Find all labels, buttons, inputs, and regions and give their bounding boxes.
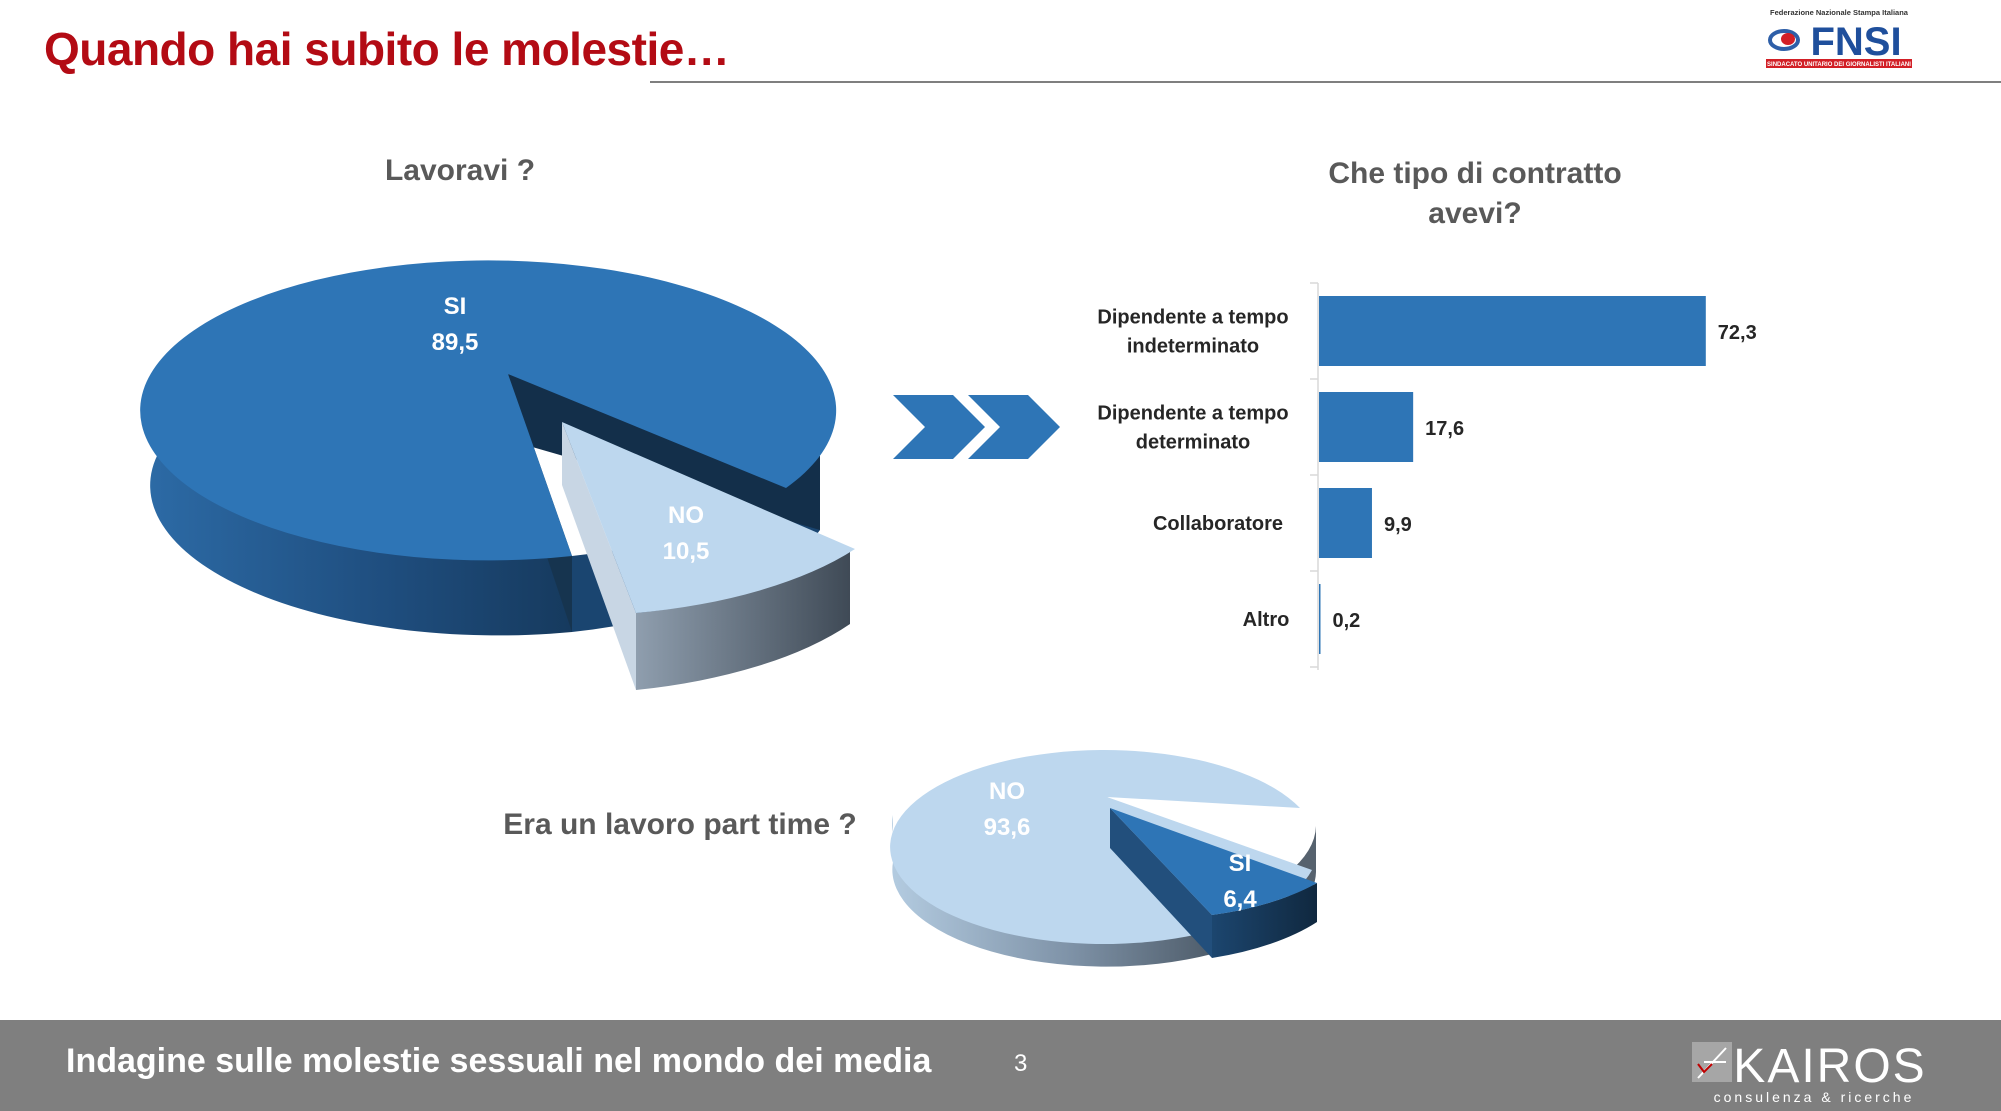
charts-canvas: Dipendente a tempo indeterminato Dipendent…	[140, 260, 1757, 967]
pie2-si-value: 6,4	[1223, 886, 1257, 913]
bar-value-label-3: 9,9	[1384, 514, 1412, 536]
bar-category-label-3: Collaboratore	[1153, 513, 1283, 535]
pie1-no-label: NO	[668, 502, 704, 529]
fnsi-logo-name: FNSI	[1810, 20, 1901, 64]
footer-bar: Indagine sulle molestie sessuali nel mon…	[0, 1020, 2001, 1111]
arrow-chevrons-icon	[893, 395, 1060, 459]
fnsi-logo-line2: SINDACATO UNITARIO DEI GIORNALISTI ITALI…	[1767, 62, 1911, 68]
pie2-no-label: NO	[989, 778, 1025, 805]
kairos-logo-name: KAIROS	[1733, 1040, 1926, 1093]
pie2-slice-si	[1110, 808, 1317, 958]
bar-value-label-2: 17,6	[1425, 418, 1464, 440]
pie1-title: Lavoravi ?	[384, 154, 536, 187]
bar-2	[1319, 392, 1414, 462]
page-title: Quando hai subito le molestie…	[44, 23, 730, 75]
footer-survey-title: Indagine sulle molestie sessuali nel mon…	[66, 1042, 932, 1080]
pie2-no-value: 93,6	[984, 814, 1031, 841]
pie2-title: Era un lavoro part time ?	[503, 808, 857, 841]
bar-category-label-2: Dipendente a tempo determinato	[1097, 403, 1288, 454]
bar-category-label-4: Altro	[1243, 609, 1290, 631]
page-number: 3	[1014, 1050, 1028, 1077]
kairos-logo: KAIROS consulenza & ricerche	[1692, 1040, 1926, 1105]
pie2-si-label: SI	[1229, 850, 1252, 877]
kairos-logo-tagline: consulenza & ricerche	[1714, 1089, 1915, 1105]
pie1-si-label: SI	[444, 293, 467, 320]
fnsi-logo: Federazione Nazionale Stampa Italiana FN…	[1766, 8, 1912, 68]
bar-4	[1319, 584, 1321, 654]
pie1-si-value: 89,5	[432, 329, 479, 356]
pie1-slice-no	[562, 422, 855, 690]
bar-category-label-1: Dipendente a tempo indeterminato	[1097, 307, 1288, 358]
bar-value-label-4: 0,2	[1333, 610, 1361, 632]
pie1-no-value: 10,5	[663, 538, 710, 565]
bar-1	[1319, 296, 1706, 366]
fnsi-logo-line1: Federazione Nazionale Stampa Italiana	[1770, 8, 1909, 17]
bar-chart-title: Che tipo di contratto avevi?	[1328, 157, 1622, 230]
bar-chart: Dipendente a tempo indeterminato Dipendent…	[1097, 282, 1757, 670]
title-divider	[650, 81, 2001, 83]
bar-3	[1319, 488, 1372, 558]
bar-value-label-1: 72,3	[1718, 322, 1757, 344]
